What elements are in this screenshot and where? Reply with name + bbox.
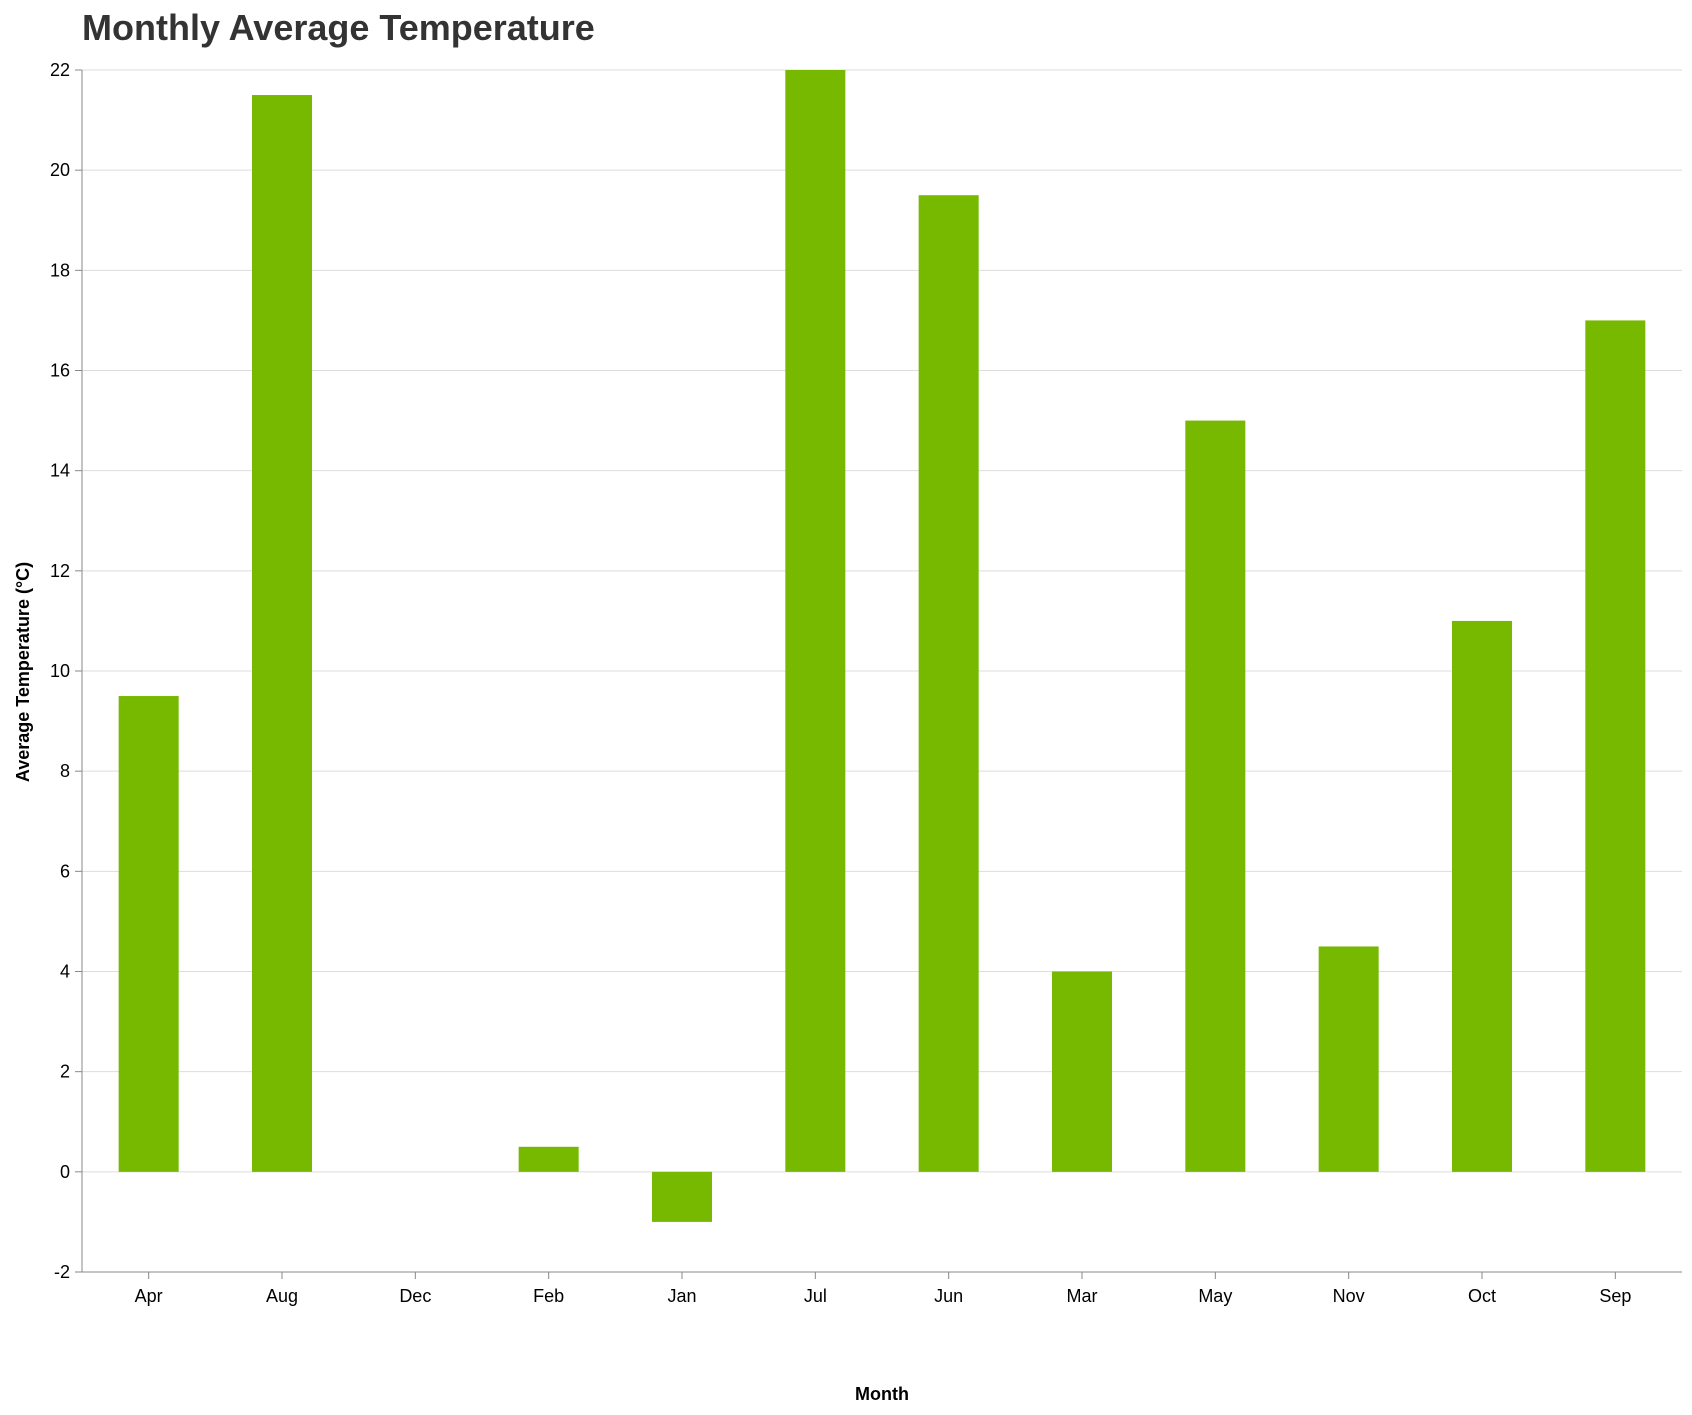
bar-apr	[118, 696, 179, 1172]
bar-nov	[1318, 946, 1379, 1172]
y-tick-label: 6	[60, 861, 70, 881]
x-tick-label: Feb	[533, 1286, 564, 1306]
y-tick-label: 18	[50, 260, 70, 280]
y-tick-label: 16	[50, 361, 70, 381]
x-tick-label: Aug	[266, 1286, 298, 1306]
y-tick-label: 8	[60, 761, 70, 781]
x-tick-label: Mar	[1067, 1286, 1098, 1306]
x-tick-label: Jan	[667, 1286, 696, 1306]
y-tick-label: 22	[50, 60, 70, 80]
bar-may	[1185, 420, 1246, 1172]
y-tick-label: 2	[60, 1062, 70, 1082]
x-tick-label: Oct	[1468, 1286, 1496, 1306]
gridlines	[82, 69, 1682, 1273]
y-tick-label: -2	[54, 1262, 70, 1282]
y-tick-label: 12	[50, 561, 70, 581]
x-tick-label: Dec	[399, 1286, 431, 1306]
x-tick-label: Apr	[135, 1286, 163, 1306]
bar-feb	[518, 1146, 579, 1172]
bar-oct	[1452, 620, 1512, 1172]
bar-mar	[1052, 971, 1112, 1172]
y-tick-label: 14	[50, 461, 70, 481]
bars	[118, 70, 1646, 1222]
bar-jul	[785, 70, 846, 1172]
x-tick-label: Sep	[1599, 1286, 1631, 1306]
x-tick-label: Nov	[1333, 1286, 1365, 1306]
chart-title: Monthly Average Temperature	[82, 7, 595, 48]
x-tick-label: May	[1198, 1286, 1232, 1306]
bar-sep	[1585, 320, 1646, 1172]
y-tick-label: 20	[50, 160, 70, 180]
bar-jan	[652, 1171, 712, 1222]
y-tick-label: 4	[60, 962, 70, 982]
y-tick-label: 0	[60, 1162, 70, 1182]
x-tick-label: Jun	[934, 1286, 963, 1306]
bar-aug	[252, 95, 312, 1172]
y-axis-ticks: -2 0 2 4 6 8 10 12 14 16 18 20 22	[50, 60, 82, 1282]
x-axis-title: Month	[855, 1384, 909, 1404]
y-axis-title: Average Temperature (°C)	[13, 562, 33, 782]
x-axis-ticks: Apr Aug Dec Feb Jan Jul Jun Mar May Nov Oct Sep	[135, 1272, 1631, 1306]
x-tick-label: Jul	[804, 1286, 827, 1306]
y-tick-label: 10	[50, 661, 70, 681]
bar-jun	[918, 195, 979, 1172]
